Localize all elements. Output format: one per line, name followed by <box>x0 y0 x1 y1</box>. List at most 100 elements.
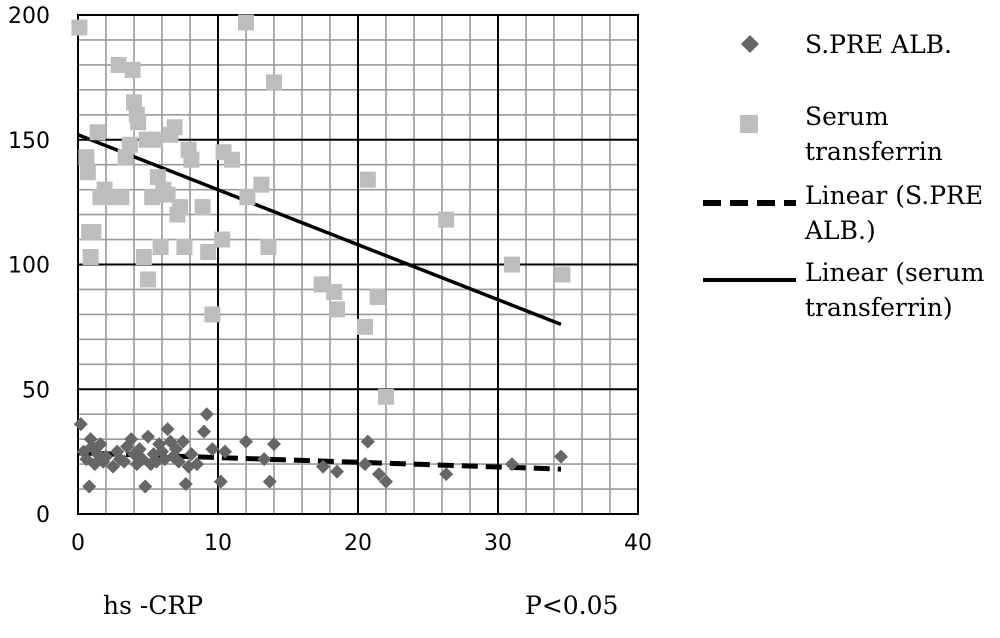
point-s-pre-alb <box>360 434 375 449</box>
point-serum-transferrin <box>147 131 163 148</box>
legend-item: Linear (S.PRE ALB.) <box>703 181 983 245</box>
legend-square-symbol <box>740 115 758 133</box>
x-tick-label: 30 <box>484 531 512 556</box>
point-s-pre-alb <box>124 432 139 447</box>
x-tick-label: 20 <box>344 531 372 556</box>
legend-label: Serum <box>805 102 889 131</box>
point-s-pre-alb <box>358 457 372 472</box>
point-s-pre-alb <box>171 454 186 469</box>
point-s-pre-alb <box>213 474 228 489</box>
point-s-pre-alb <box>169 442 183 457</box>
y-axis-ticks: 0 50 100 150 200 <box>8 4 50 528</box>
point-serum-transferrin <box>260 239 277 256</box>
xlabel-note: hs -CRP <box>103 591 203 620</box>
y-tick-label: 200 <box>8 4 50 29</box>
point-serum-transferrin <box>253 176 270 193</box>
point-s-pre-alb <box>257 452 272 467</box>
point-serum-transferrin <box>357 318 373 335</box>
point-serum-transferrin <box>204 306 221 323</box>
y-tick-label: 50 <box>22 378 50 403</box>
point-s-pre-alb <box>117 454 132 469</box>
point-s-pre-alb <box>316 459 330 474</box>
point-serum-transferrin <box>135 249 152 266</box>
point-s-pre-alb <box>73 417 88 432</box>
point-serum-transferrin <box>438 211 455 228</box>
point-serum-transferrin <box>121 136 138 153</box>
point-s-pre-alb <box>190 457 204 472</box>
point-serum-transferrin <box>238 14 254 31</box>
point-s-pre-alb <box>554 449 568 464</box>
point-s-pre-alb <box>106 459 120 474</box>
point-serum-transferrin <box>140 271 156 288</box>
point-s-pre-alb <box>82 479 97 494</box>
point-s-pre-alb <box>93 437 108 452</box>
point-serum-transferrin <box>82 249 99 266</box>
point-s-pre-alb <box>197 424 211 439</box>
point-serum-transferrin <box>554 266 571 283</box>
point-serum-transferrin <box>126 94 142 111</box>
point-serum-transferrin <box>149 169 166 186</box>
legend-diamond-symbol <box>741 35 759 53</box>
point-s-pre-alb <box>239 434 253 449</box>
point-s-pre-alb <box>218 444 232 459</box>
point-s-pre-alb <box>99 449 113 464</box>
x-tick-label: 0 <box>71 531 85 556</box>
point-serum-transferrin <box>194 199 211 216</box>
x-tick-label: 40 <box>624 531 652 556</box>
legend-label: Linear (serum <box>805 258 985 287</box>
point-s-pre-alb <box>439 467 454 482</box>
legend-label: transferrin <box>805 137 943 166</box>
point-s-pre-alb <box>178 477 193 492</box>
plot-border <box>77 14 639 515</box>
point-s-pre-alb <box>267 437 281 452</box>
point-serum-transferrin <box>78 149 95 166</box>
point-s-pre-alb <box>184 447 199 462</box>
point-serum-transferrin <box>326 283 343 300</box>
point-s-pre-alb <box>141 429 155 444</box>
point-s-pre-alb <box>199 407 214 422</box>
y-tick-label: 100 <box>8 254 50 279</box>
legend-label: S.PRE ALB. <box>805 30 952 59</box>
point-s-pre-alb <box>330 464 344 479</box>
point-serum-transferrin <box>85 224 102 241</box>
point-serum-transferrin <box>176 239 193 256</box>
y-tick-label: 150 <box>8 129 50 154</box>
legend-label: Linear (S.PRE <box>805 181 983 210</box>
point-serum-transferrin <box>214 231 231 248</box>
point-serum-transferrin <box>130 114 147 131</box>
point-serum-transferrin <box>172 199 189 216</box>
point-serum-transferrin <box>100 189 117 206</box>
point-serum-transferrin <box>117 149 134 166</box>
data-points <box>71 14 571 494</box>
point-serum-transferrin <box>166 119 183 136</box>
point-serum-transferrin <box>329 301 345 318</box>
point-serum-transferrin <box>124 61 141 78</box>
point-serum-transferrin <box>89 124 106 141</box>
point-s-pre-alb <box>505 457 519 472</box>
point-serum-transferrin <box>79 164 96 181</box>
legend-item: Linear (serum transferrin) <box>703 258 985 322</box>
major-grid <box>77 14 639 515</box>
point-serum-transferrin <box>71 19 88 36</box>
point-serum-transferrin <box>313 276 330 293</box>
x-tick-label: 10 <box>204 531 232 556</box>
point-serum-transferrin <box>113 189 130 206</box>
legend-label: transferrin) <box>805 293 953 322</box>
point-s-pre-alb <box>176 434 190 449</box>
pvalue-note: P<0.05 <box>525 591 618 620</box>
point-serum-transferrin <box>359 171 376 188</box>
point-s-pre-alb <box>160 422 175 437</box>
legend-item: S.PRE ALB. <box>741 30 952 59</box>
point-s-pre-alb <box>132 442 147 457</box>
point-s-pre-alb <box>138 479 153 494</box>
trendline-serum-transferrin <box>77 133 562 327</box>
point-s-pre-alb <box>205 442 220 457</box>
point-serum-transferrin <box>200 244 217 261</box>
point-serum-transferrin <box>224 151 240 168</box>
y-tick-label: 0 <box>36 503 50 528</box>
point-s-pre-alb <box>379 474 393 489</box>
legend: S.PRE ALB. Serum transferrin Linear (S.PRE A… <box>703 30 985 322</box>
legend-item: Serum transferrin <box>740 102 943 166</box>
point-serum-transferrin <box>152 239 169 256</box>
